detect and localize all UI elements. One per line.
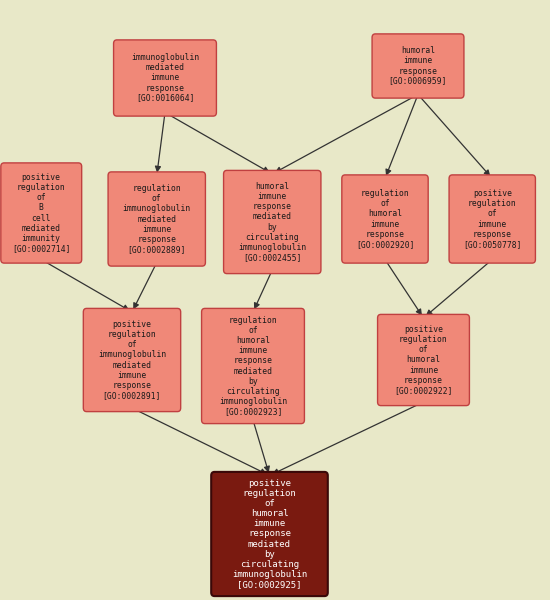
Text: humoral
immune
response
[GO:0006959]: humoral immune response [GO:0006959] [389, 46, 447, 86]
Text: humoral
immune
response
mediated
by
circulating
immunoglobulin
[GO:0002455]: humoral immune response mediated by circ… [238, 182, 306, 262]
Text: positive
regulation
of
B
cell
mediated
immunity
[GO:0002714]: positive regulation of B cell mediated i… [12, 173, 70, 253]
FancyBboxPatch shape [377, 314, 470, 406]
FancyBboxPatch shape [342, 175, 428, 263]
FancyBboxPatch shape [113, 40, 216, 116]
FancyBboxPatch shape [108, 172, 205, 266]
FancyBboxPatch shape [1, 163, 82, 263]
Text: positive
regulation
of
immunoglobulin
mediated
immune
response
[GO:0002891]: positive regulation of immunoglobulin me… [98, 320, 166, 400]
FancyBboxPatch shape [211, 472, 328, 596]
FancyBboxPatch shape [372, 34, 464, 98]
Text: immunoglobulin
mediated
immune
response
[GO:0016064]: immunoglobulin mediated immune response … [131, 53, 199, 103]
Text: regulation
of
humoral
immune
response
[GO:0002920]: regulation of humoral immune response [G… [356, 190, 414, 248]
FancyBboxPatch shape [449, 175, 536, 263]
FancyBboxPatch shape [202, 308, 305, 424]
Text: positive
regulation
of
humoral
immune
response
mediated
by
circulating
immunoglo: positive regulation of humoral immune re… [232, 479, 307, 589]
Text: regulation
of
immunoglobulin
mediated
immune
response
[GO:0002889]: regulation of immunoglobulin mediated im… [123, 184, 191, 254]
Text: regulation
of
humoral
immune
response
mediated
by
circulating
immunoglobulin
[GO: regulation of humoral immune response me… [219, 316, 287, 416]
Text: positive
regulation
of
immune
response
[GO:0050778]: positive regulation of immune response [… [463, 190, 521, 248]
FancyBboxPatch shape [223, 170, 321, 274]
Text: positive
regulation
of
humoral
immune
response
[GO:0002922]: positive regulation of humoral immune re… [394, 325, 453, 395]
FancyBboxPatch shape [83, 308, 180, 412]
